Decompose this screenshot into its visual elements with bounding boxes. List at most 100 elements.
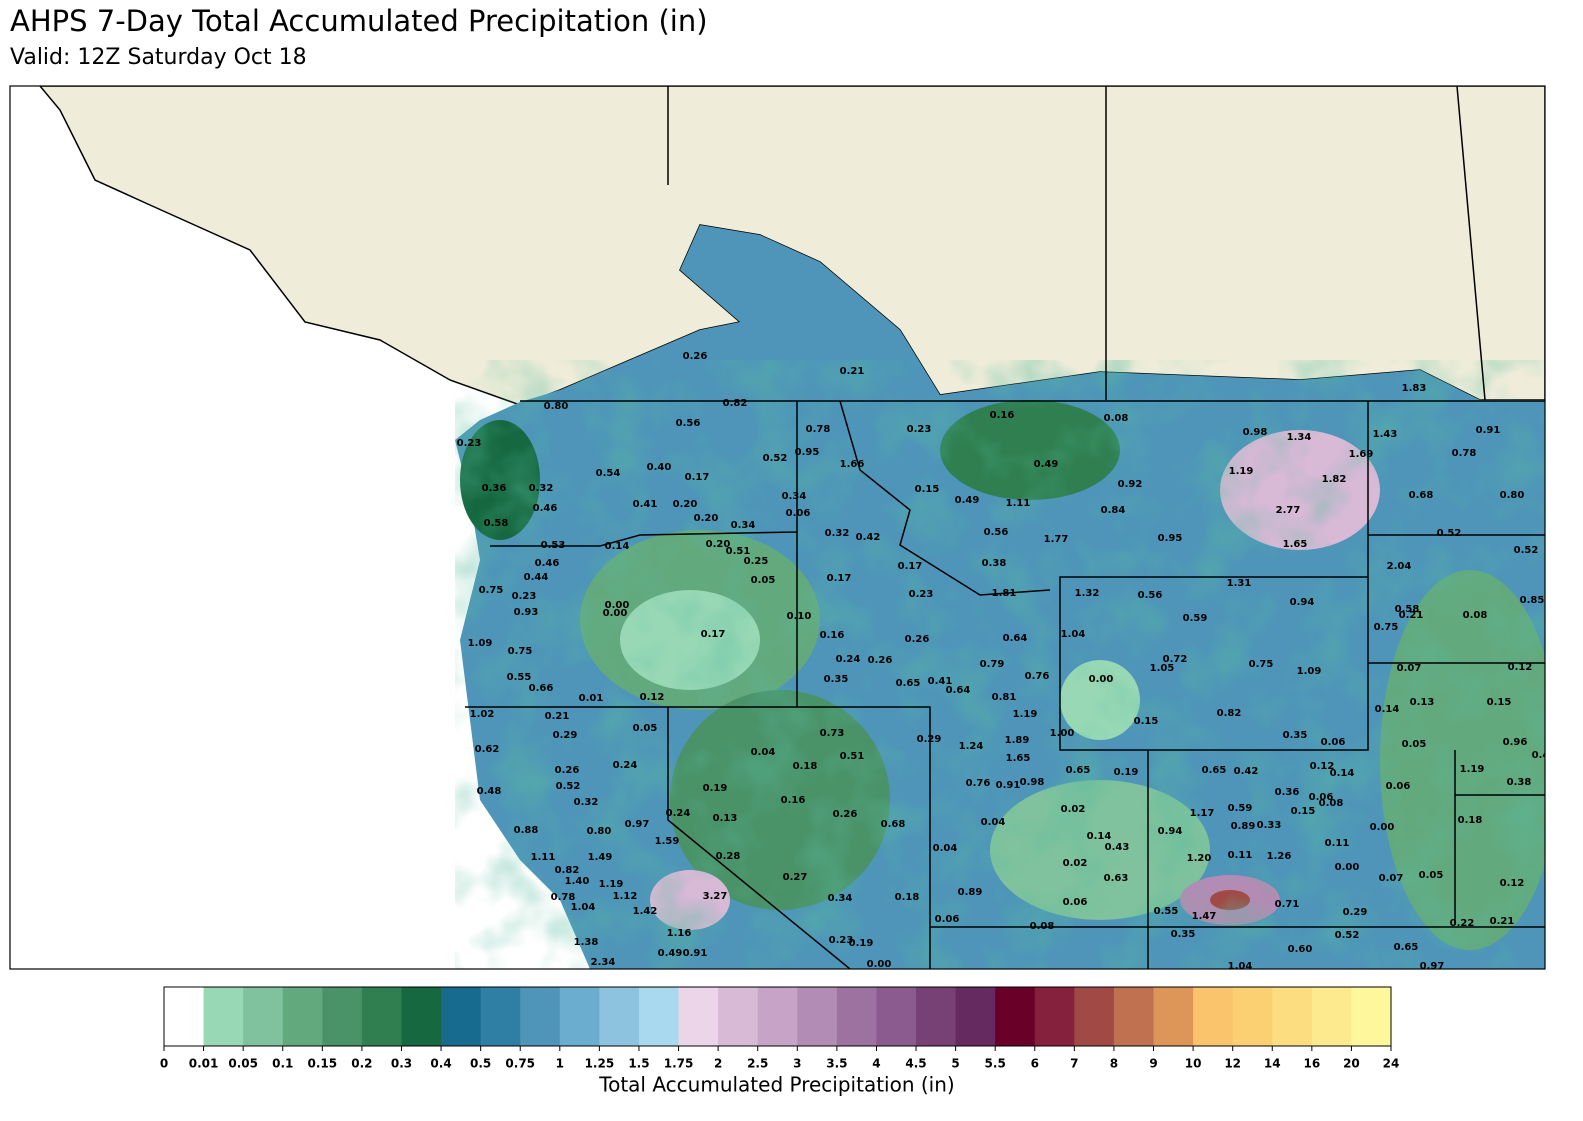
colorbar-bin	[282, 987, 323, 1046]
subtitle: Valid: 12Z Saturday Oct 18	[10, 45, 307, 70]
station-value: 0.94	[1290, 597, 1315, 608]
station-value: 0.07	[1379, 873, 1404, 884]
station-value: 0.10	[787, 611, 812, 622]
station-value: 0.65	[1066, 765, 1091, 776]
station-value: 0.65	[896, 678, 921, 689]
station-value: 0.52	[1335, 930, 1360, 941]
station-value: 0.22	[1450, 918, 1475, 929]
station-value: 0.06	[935, 914, 960, 925]
station-value: 1.49	[588, 852, 613, 863]
station-value: 0.52	[763, 453, 788, 464]
station-value: 2.34	[591, 957, 616, 968]
station-value: 0.55	[507, 672, 532, 683]
station-value: 0.53	[541, 540, 566, 551]
station-value: 0.43	[1105, 842, 1130, 853]
station-value: 0.14	[605, 541, 630, 552]
station-value: 1.19	[1013, 709, 1038, 720]
station-value: 0.26	[555, 765, 580, 776]
colorbar-tick-label: 2.5	[747, 1057, 768, 1071]
station-value: 0.32	[529, 483, 554, 494]
station-value: 0.35	[1283, 730, 1308, 741]
station-value: 0.42	[856, 532, 881, 543]
colorbar: 0 0.01 0.05 0.1 0.15 0.2 0.3 0.4 0.5 0.75 1 1.25 1.5…	[160, 986, 1399, 1071]
station-value: 1.26	[1267, 851, 1292, 862]
station-value: 0.46	[533, 503, 558, 514]
station-value: 0.13	[1410, 697, 1435, 708]
station-value: 0.19	[1114, 767, 1139, 778]
station-value: 0.12	[1508, 662, 1533, 673]
station-value: 0.14	[1375, 704, 1400, 715]
colorbar-bin	[480, 987, 521, 1046]
colorbar-tick-label: 1.25	[585, 1057, 615, 1071]
colorbar-tick-label: 7	[1070, 1057, 1078, 1071]
station-value: 0.06	[786, 508, 811, 519]
station-value: 1.16	[667, 928, 692, 939]
colorbar-bin	[1113, 987, 1155, 1046]
station-value: 0.00	[603, 608, 628, 619]
station-value: 0.91	[996, 780, 1021, 791]
colorbar-tick-label: 4	[872, 1057, 880, 1071]
station-value: 0.60	[1288, 944, 1313, 955]
station-value: 0.15	[915, 484, 940, 495]
station-value: 0.26	[833, 809, 858, 820]
colorbar-bin	[836, 987, 877, 1046]
station-value: 0.98	[1020, 777, 1045, 788]
station-value: 0.08	[1104, 413, 1129, 424]
station-value: 0.41	[633, 499, 658, 510]
station-value: 0.16	[820, 630, 845, 641]
station-value: 0.26	[905, 634, 930, 645]
colorbar-tick-label: 1.75	[664, 1057, 694, 1071]
station-value: 1.17	[1190, 808, 1215, 819]
station-value: 0.01	[579, 693, 604, 704]
boundaries	[465, 86, 1545, 969]
station-value: 0.49	[658, 948, 683, 959]
station-value: 0.08	[1030, 921, 1055, 932]
station-value: 0.15	[1134, 716, 1159, 727]
station-value: 0.75	[1374, 622, 1399, 633]
station-value: 0.26	[868, 655, 893, 666]
station-value: 0.05	[633, 723, 658, 734]
station-value: 0.29	[1343, 907, 1368, 918]
station-value: 0.68	[1409, 490, 1434, 501]
station-value: 0.11	[1228, 850, 1253, 861]
station-value: 0.63	[1104, 873, 1129, 884]
colorbar-tick-label: 12	[1224, 1057, 1241, 1071]
colorbar-bin	[1074, 987, 1115, 1046]
station-value: 0.16	[990, 410, 1015, 421]
station-value: 0.42	[1234, 766, 1259, 777]
station-value: 0.12	[1310, 761, 1335, 772]
station-value: 0.75	[479, 585, 504, 596]
station-value: 1.40	[565, 876, 590, 887]
station-value: 0.17	[701, 629, 726, 640]
station-value: 1.05	[1150, 663, 1175, 674]
station-value: 0.65	[1394, 942, 1419, 953]
station-value: 1.77	[1044, 534, 1069, 545]
station-value: 0.78	[551, 892, 576, 903]
station-value: 0.51	[840, 751, 865, 762]
station-value: 0.04	[981, 817, 1006, 828]
colorbar-tick-label: 5	[951, 1057, 959, 1071]
station-value: 1.82	[1322, 474, 1347, 485]
station-value: 0.36	[482, 483, 507, 494]
colorbar-tick-label: 8	[1110, 1057, 1118, 1071]
map-frame	[9, 85, 1546, 970]
station-value: 0.78	[806, 424, 831, 435]
station-value: 0.72	[1163, 654, 1188, 665]
station-value: 1.81	[992, 588, 1017, 599]
station-labels: 0.26 0.21 0.80 0.82 0.16 0.08 1.83 0.56 0.78 0.23…	[457, 351, 1545, 969]
station-value: 1.32	[1075, 588, 1100, 599]
colorbar-tick-label: 0.4	[430, 1057, 451, 1071]
station-value: 0.08	[1463, 610, 1488, 621]
station-value: 0.26	[683, 351, 708, 362]
station-value: 0.17	[685, 472, 710, 483]
station-value: 0.80	[587, 826, 612, 837]
colorbar-bin	[638, 987, 680, 1046]
station-value: 1.24	[959, 741, 984, 752]
colorbar-bin	[243, 987, 284, 1046]
station-value: 1.83	[1402, 383, 1427, 394]
station-value: 0.06	[1386, 781, 1411, 792]
station-value: 0.38	[982, 558, 1007, 569]
colorbar-tick-label: 0	[160, 1057, 168, 1071]
colorbar-bin	[322, 987, 363, 1046]
station-value: 0.00	[1089, 674, 1114, 685]
